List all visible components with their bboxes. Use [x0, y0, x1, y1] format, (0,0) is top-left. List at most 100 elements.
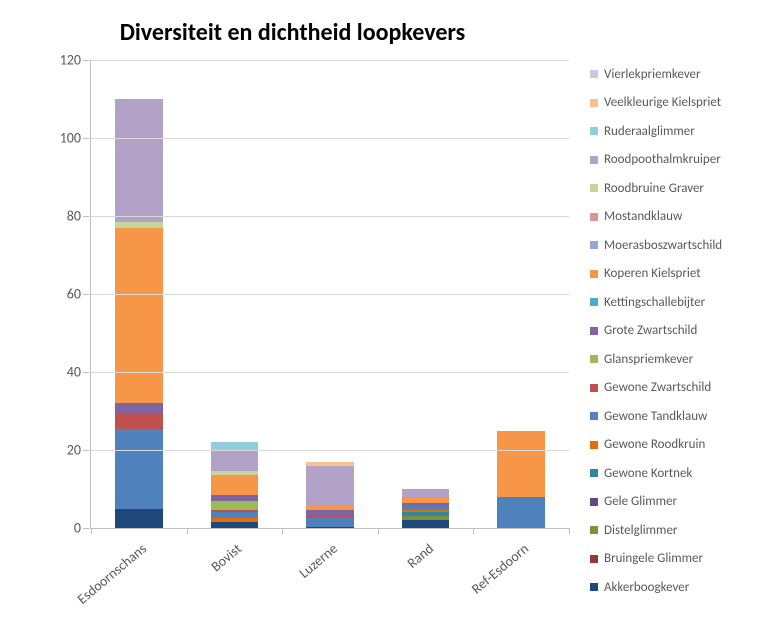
y-tick-label: 120	[60, 52, 81, 69]
legend-label: Ruderaalglimmer	[604, 124, 695, 139]
legend-swatch	[590, 498, 598, 506]
legend-swatch	[590, 241, 598, 249]
x-tick	[282, 528, 283, 534]
legend-item: Gewone Kortnek	[590, 459, 760, 488]
gridline	[91, 60, 569, 61]
y-tick-label: 0	[74, 520, 81, 537]
legend-label: Koperen Kielspriet	[604, 266, 701, 281]
legend-swatch	[590, 555, 598, 563]
legend-swatch	[590, 526, 598, 534]
y-tick	[83, 60, 89, 61]
legend-label: Vierlekpriemkever	[604, 67, 701, 82]
bar-segment	[115, 403, 163, 413]
legend-label: Veelkleurige Kielspriet	[604, 95, 721, 110]
x-tick	[187, 528, 188, 534]
bar-segment	[306, 527, 354, 528]
bar-segment	[402, 489, 450, 497]
gridline	[91, 294, 569, 295]
legend-item: Kettingschallebijter	[590, 288, 760, 317]
x-category-label: Esdoornschans	[62, 540, 150, 617]
x-tick	[378, 528, 379, 534]
legend-label: Akkerboogkever	[604, 580, 689, 595]
legend-item: Gele Glimmer	[590, 488, 760, 517]
legend-item: Bruingele Glimmer	[590, 545, 760, 574]
chart-title: Diversiteit en dichtheid loopkevers	[0, 18, 585, 47]
y-tick-label: 80	[67, 208, 81, 225]
bar-segment	[115, 429, 163, 509]
y-tick	[83, 216, 89, 217]
bar-segment	[211, 495, 259, 501]
legend-swatch	[590, 213, 598, 221]
bar-segment	[497, 432, 545, 496]
legend-item: Roodbruine Graver	[590, 174, 760, 203]
legend-swatch	[590, 412, 598, 420]
bar-segment	[211, 442, 259, 450]
bar-segment	[306, 505, 354, 511]
legend-item: Grote Zwartschild	[590, 317, 760, 346]
bar-segment	[306, 510, 354, 516]
legend-label: Glanspriemkever	[604, 352, 693, 367]
legend-swatch	[590, 127, 598, 135]
bar-segment	[306, 466, 354, 505]
bar-segment	[497, 431, 545, 432]
legend-label: Gewone Roodkruin	[604, 437, 705, 452]
y-tick-label: 60	[67, 286, 81, 303]
legend-item: Gewone Zwartschild	[590, 374, 760, 403]
bar-segment	[211, 475, 259, 495]
legend-swatch	[590, 298, 598, 306]
bar-segment	[306, 518, 354, 527]
bar-segment	[497, 497, 545, 528]
legend-swatch	[590, 156, 598, 164]
bar-segment	[115, 222, 163, 228]
legend-item: Distelglimmer	[590, 516, 760, 545]
bar-segment	[402, 510, 450, 512]
gridline	[91, 372, 569, 373]
bar-segment	[211, 501, 259, 511]
legend-label: Gewone Zwartschild	[604, 380, 711, 395]
bar-segment	[211, 510, 259, 512]
bar-segment	[115, 228, 163, 404]
bar-segment	[402, 520, 450, 528]
legend-swatch	[590, 99, 598, 107]
legend-item: Gewone Tandklauw	[590, 402, 760, 431]
legend-swatch	[590, 384, 598, 392]
legend-label: Grote Zwartschild	[604, 323, 697, 338]
y-tick-label: 40	[67, 364, 81, 381]
legend-item: Gewone Roodkruin	[590, 431, 760, 460]
legend-item: Moerasboszwartschild	[590, 231, 760, 260]
legend-label: Bruingele Glimmer	[604, 551, 703, 566]
legend-swatch	[590, 270, 598, 278]
gridline	[91, 450, 569, 451]
bar-segment	[211, 471, 259, 475]
legend-label: Roodbruine Graver	[604, 181, 704, 196]
legend-label: Mostandklauw	[604, 209, 682, 224]
gridline	[91, 138, 569, 139]
legend: Vierlekpriemkever Veelkleurige Kielspriet…	[590, 60, 760, 602]
legend-item: Mostandklauw	[590, 203, 760, 232]
legend-item: Veelkleurige Kielspriet	[590, 89, 760, 118]
bar-segment	[211, 512, 259, 518]
legend-label: Distelglimmer	[604, 523, 677, 538]
bar-segment	[402, 505, 450, 511]
bar-segment	[402, 497, 450, 503]
legend-swatch	[590, 583, 598, 591]
legend-swatch	[590, 327, 598, 335]
bar-segment	[306, 516, 354, 518]
legend-swatch	[590, 70, 598, 78]
legend-swatch	[590, 441, 598, 449]
legend-label: Gele Glimmer	[604, 494, 677, 509]
y-tick	[83, 138, 89, 139]
legend-label: Kettingschallebijter	[604, 295, 705, 310]
plot-area: 020406080100120EsdoornschansBovistLuzern…	[90, 60, 569, 529]
bar-segment	[211, 518, 259, 522]
x-tick	[91, 528, 92, 534]
y-tick-label: 20	[67, 442, 81, 459]
legend-item: Roodpoothalmkruiper	[590, 146, 760, 175]
bar-segment	[402, 503, 450, 505]
legend-item: Vierlekpriemkever	[590, 60, 760, 89]
legend-item: Ruderaalglimmer	[590, 117, 760, 146]
y-tick	[83, 294, 89, 295]
y-tick-label: 100	[60, 130, 81, 147]
bar-segment	[115, 99, 163, 222]
bar-segment	[402, 512, 450, 516]
